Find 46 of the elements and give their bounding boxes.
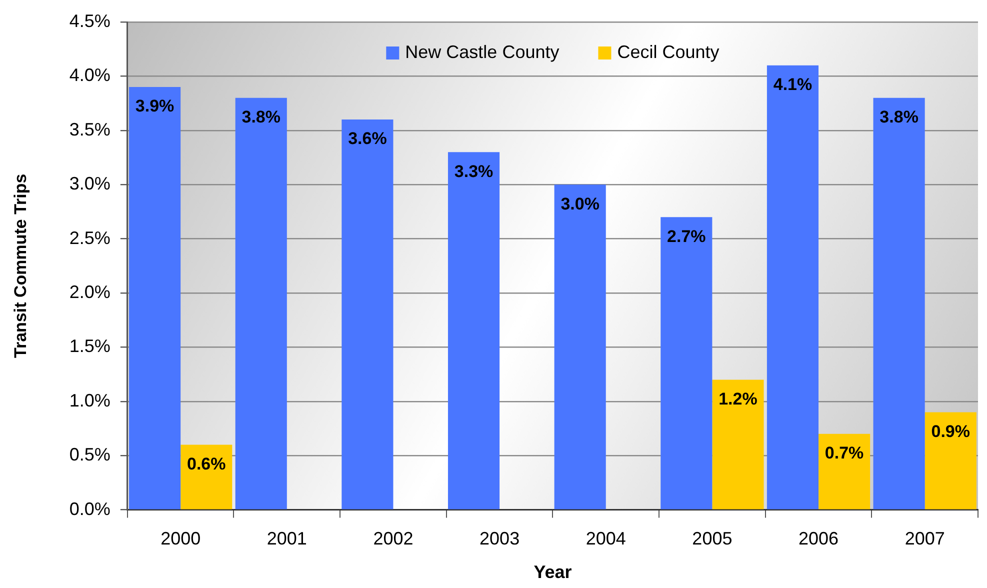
- x-tick-label: 2007: [904, 528, 945, 549]
- y-tick-label: 0.0%: [69, 498, 110, 519]
- x-tick-label: 2004: [586, 528, 626, 549]
- y-tick-label: 0.5%: [69, 444, 110, 465]
- bar: [924, 412, 976, 510]
- bar: [660, 217, 712, 510]
- y-tick-label: 3.0%: [69, 174, 110, 194]
- bar: [818, 434, 870, 510]
- data-label: 3.9%: [135, 96, 174, 116]
- data-label: 1.2%: [718, 389, 758, 408]
- bar: [180, 444, 232, 510]
- data-label: 0.6%: [186, 454, 226, 474]
- bar: [448, 152, 500, 510]
- x-tick-label: 2006: [798, 528, 839, 549]
- bar: [129, 87, 181, 510]
- bar: [712, 380, 764, 510]
- data-label: 2.7%: [667, 226, 706, 246]
- y-tick-label: 1.5%: [69, 336, 110, 356]
- y-tick-label: 3.5%: [69, 119, 110, 140]
- y-tick-label: 1.0%: [69, 390, 110, 410]
- x-tick-label: 2003: [480, 528, 520, 549]
- y-axis-title: Transit Commute Trips: [10, 174, 30, 358]
- data-label: 0.7%: [824, 444, 864, 463]
- y-tick-label: 2.0%: [69, 282, 110, 302]
- y-tick-label: 2.5%: [69, 228, 110, 248]
- data-label: 0.9%: [931, 422, 970, 441]
- bar: [342, 120, 394, 510]
- data-label: 4.1%: [773, 75, 812, 94]
- data-label: 3.8%: [242, 108, 280, 127]
- data-label: 3.8%: [880, 108, 918, 127]
- x-tick-label: 2005: [692, 528, 732, 549]
- y-tick-label: 4.0%: [69, 65, 110, 86]
- x-axis-title: Year: [534, 562, 572, 582]
- x-tick-label: 2002: [373, 528, 414, 549]
- data-label: 3.3%: [454, 162, 494, 181]
- x-tick-label: 2001: [266, 528, 307, 549]
- legend-label: New Castle County: [405, 42, 560, 62]
- y-tick-label: 4.5%: [69, 10, 110, 31]
- legend-label: Cecil County: [617, 42, 720, 62]
- data-label: 3.0%: [560, 194, 600, 214]
- bar: [766, 65, 819, 510]
- bar: [554, 184, 606, 510]
- x-tick-label: 2000: [160, 528, 201, 549]
- bar: [235, 98, 287, 510]
- data-label: 3.6%: [348, 129, 387, 148]
- bar: [873, 98, 925, 510]
